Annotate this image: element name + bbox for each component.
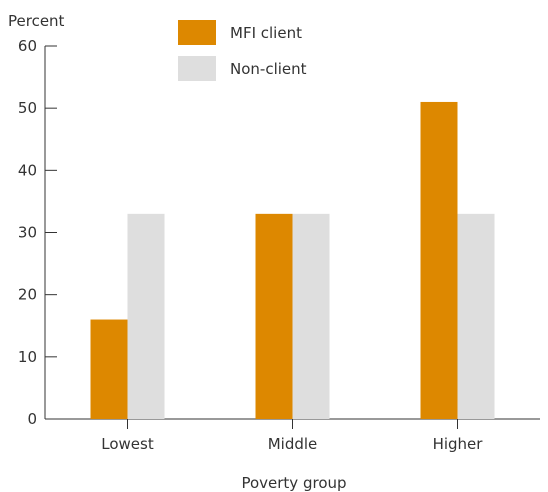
legend-swatch: [178, 20, 216, 45]
x-axis-label: Poverty group: [241, 474, 346, 492]
bar-mfi-client-higher: [420, 101, 458, 419]
y-tick-label: 0: [27, 410, 37, 428]
y-tick-label: 50: [18, 99, 37, 117]
axes: 0 10 20 30 40 50 60 Lowest Middle Higher: [18, 37, 540, 453]
bar-mfi-client-lowest: [90, 319, 128, 419]
bar-non-client-lowest: [127, 213, 165, 419]
legend-label: Non-client: [230, 60, 307, 78]
legend-label: MFI client: [230, 24, 302, 42]
y-tick-label: 10: [18, 348, 37, 366]
legend: MFI client Non-client: [178, 20, 307, 81]
y-axis-label: Percent: [8, 12, 65, 30]
legend-swatch: [178, 56, 216, 81]
bar-non-client-higher: [457, 213, 495, 419]
y-tick-label: 40: [18, 161, 37, 179]
y-tick-label: 20: [18, 286, 37, 304]
bar-mfi-client-middle: [255, 213, 293, 419]
y-tick-label: 30: [18, 224, 37, 242]
x-tick-label: Higher: [433, 435, 484, 453]
y-tick-label: 60: [18, 37, 37, 55]
bars: [90, 101, 495, 419]
x-tick-label: Middle: [268, 435, 318, 453]
bar-non-client-middle: [292, 213, 330, 419]
x-tick-label: Lowest: [101, 435, 154, 453]
